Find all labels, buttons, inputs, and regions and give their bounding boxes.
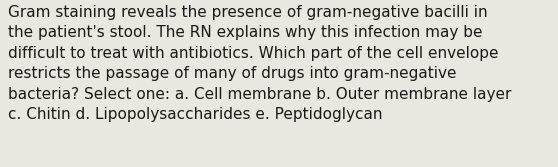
Text: Gram staining reveals the presence of gram-negative bacilli in
the patient's sto: Gram staining reveals the presence of gr… — [8, 5, 512, 122]
